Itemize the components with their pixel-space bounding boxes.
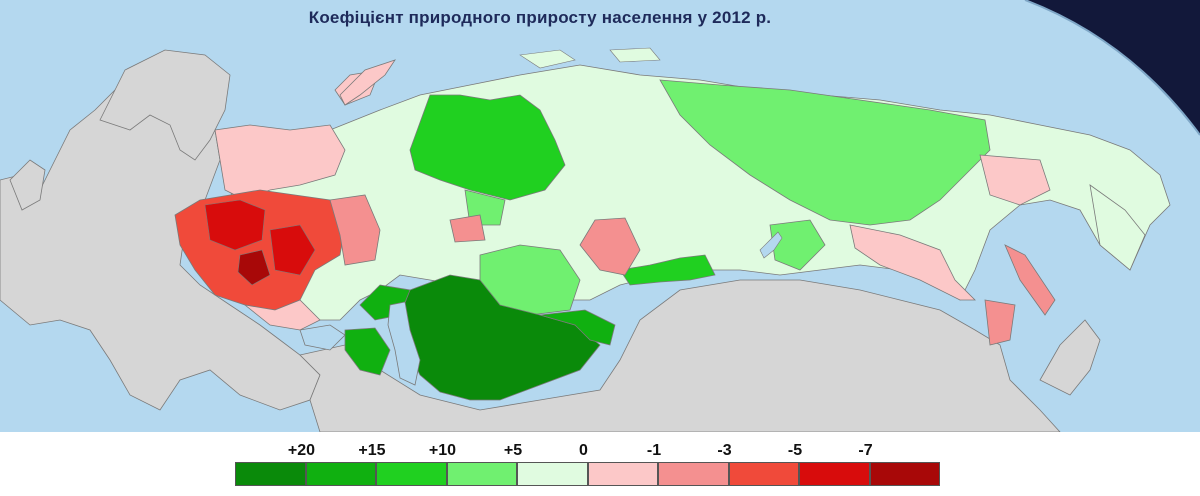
legend-swatch [869, 462, 940, 486]
horizon-line [1024, 0, 1200, 136]
central-maroon-region [237, 249, 271, 286]
japan-land [1039, 319, 1101, 396]
sakhalin-pink-region [1004, 244, 1056, 316]
novaya-zemlya [339, 59, 396, 106]
legend-tick-label: +15 [358, 442, 386, 459]
buryatia-green-region [769, 219, 826, 271]
legend-tick-label: -3 [717, 442, 732, 459]
map-title: Коефіцієнт природного приросту населення… [308, 8, 772, 27]
asia-south-land [299, 279, 1061, 432]
choropleth-map [0, 0, 1200, 432]
legend-tick-label: 0 [579, 442, 588, 459]
arctic-island-b [609, 47, 661, 63]
siberia-pink-region-b [579, 217, 641, 276]
scandinavia-land [99, 49, 231, 161]
siberia-pink-region-a [449, 214, 486, 243]
legend: +20 +15 +10 +5 0 -1 -3 -5 -7 [0, 432, 1200, 496]
central-darkred-region-b [269, 224, 316, 276]
legend-swatch [587, 462, 658, 486]
central-asia-green-region-b [539, 309, 616, 346]
legend-swatch [235, 462, 306, 486]
legend-swatch [728, 462, 799, 486]
legend-tick-label: +20 [287, 442, 316, 459]
caucasus-green-region [344, 327, 391, 376]
yamal-green-region [409, 94, 566, 201]
tuva-green-region [619, 254, 716, 286]
legend-swatch [799, 462, 870, 486]
caspian-sea [387, 301, 421, 386]
uk-land [9, 159, 46, 211]
legend-swatch [446, 462, 517, 486]
primorye-pink-region [984, 299, 1016, 346]
legend-tick-label: +10 [428, 442, 457, 459]
legend-tick-label: +5 [503, 442, 523, 459]
black-sea [299, 324, 346, 351]
kamchatka-region [1089, 184, 1146, 271]
legend-swatch [305, 462, 376, 486]
central-pink-region [329, 194, 381, 266]
lake-baikal [759, 231, 783, 259]
yakutia-green-region [659, 79, 991, 226]
legend-swatch [658, 462, 729, 486]
legend-swatch [376, 462, 447, 486]
arctic-island-a [519, 49, 576, 69]
legend-tick-label: -1 [646, 442, 662, 459]
legend-tick-label: -5 [787, 442, 803, 459]
map-area: Коефіцієнт природного приросту населення… [0, 0, 1200, 432]
space-region [1025, 0, 1200, 135]
magadan-pink-region [979, 154, 1051, 206]
south-pink-region [243, 299, 321, 331]
khabarovsk-pink-region [849, 224, 976, 301]
legend-swatch [517, 462, 588, 486]
central-darkred-region-a [204, 199, 266, 251]
legend-tick-label: -7 [858, 442, 873, 459]
